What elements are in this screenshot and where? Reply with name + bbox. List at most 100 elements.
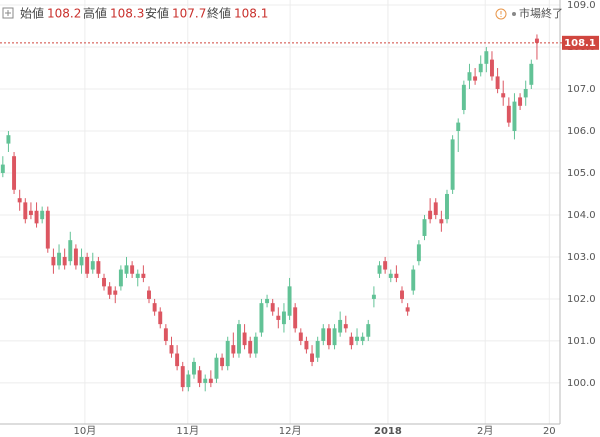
x-tick-label: 11月 — [176, 425, 199, 437]
last-price-box — [562, 35, 599, 50]
candle-body — [529, 63, 534, 85]
candle-body — [85, 256, 90, 274]
candle-body — [141, 273, 146, 278]
candle-body — [163, 328, 168, 341]
candle-body — [281, 311, 286, 325]
candle-body — [371, 294, 376, 299]
candle-body — [293, 307, 298, 329]
candle-body — [225, 340, 230, 367]
candle-body — [12, 156, 17, 190]
x-tick-label: 20 — [543, 426, 556, 437]
candle-body — [456, 122, 461, 131]
candles — [0, 34, 539, 392]
candle-body — [231, 345, 236, 354]
expand-icon[interactable] — [2, 7, 14, 19]
candle-body — [343, 324, 348, 329]
candle-body — [377, 265, 382, 274]
candle-body — [490, 59, 494, 77]
candle-body — [265, 298, 270, 304]
candle-body — [90, 261, 95, 270]
y-tick-label: 109.0 — [567, 0, 596, 11]
candle-body — [501, 93, 506, 98]
y-tick-label: 100.0 — [567, 378, 596, 389]
candle-body — [394, 273, 399, 278]
candle-body — [450, 139, 455, 190]
y-tick-label: 107.0 — [567, 84, 596, 95]
candle-body — [506, 105, 511, 123]
last-price-label: 108.1 — [564, 38, 596, 49]
candle-body — [6, 135, 11, 144]
candle-body — [45, 210, 50, 249]
candle-body — [242, 332, 247, 346]
close-label: 終値 — [207, 6, 231, 21]
candle-body — [518, 97, 523, 106]
candle-body — [62, 256, 67, 266]
candle-body — [23, 202, 28, 220]
candle-body — [422, 219, 427, 236]
candle-body — [192, 361, 196, 375]
candle-body — [220, 357, 225, 367]
y-tick-label: 106.0 — [567, 126, 596, 137]
candle-body — [428, 210, 433, 220]
y-tick-label: 104.0 — [567, 210, 596, 221]
high-label: 高値 — [83, 6, 107, 21]
candle-body — [152, 303, 157, 312]
candle-body — [405, 307, 410, 312]
candle-body — [169, 345, 174, 354]
low-label: 安値 — [145, 6, 169, 21]
candle-body — [175, 353, 180, 367]
candle-body — [355, 336, 359, 341]
candle-body — [467, 72, 472, 81]
candle-body — [147, 290, 151, 299]
candle-body — [400, 290, 404, 299]
candle-body — [534, 38, 539, 43]
y-tick-label: 102.0 — [567, 294, 596, 305]
candle-body — [259, 303, 264, 333]
candle-body — [411, 269, 416, 291]
candle-body — [484, 51, 489, 64]
candle-body — [130, 265, 135, 274]
candle-body — [197, 370, 202, 383]
y-tick-label: 101.0 — [567, 336, 596, 347]
open-value: 108.2 — [47, 7, 81, 21]
candle-body — [270, 303, 275, 312]
candle-body — [349, 336, 354, 346]
candle-body — [68, 240, 73, 262]
candle-body — [287, 286, 292, 316]
candle-body — [388, 273, 393, 278]
candle-body — [304, 340, 309, 350]
candle-body — [214, 357, 219, 379]
candle-body — [208, 378, 213, 383]
market-status: 市場終了 — [519, 6, 563, 20]
candle-body — [0, 164, 5, 173]
y-tick-label: 105.0 — [567, 168, 596, 179]
candle-body — [203, 378, 208, 383]
candle-body — [321, 328, 326, 341]
candle-body — [28, 210, 33, 215]
candle-body — [118, 269, 123, 287]
candle-body — [180, 366, 185, 388]
candle-body — [332, 328, 337, 346]
candle-body — [310, 353, 315, 362]
candle-body — [383, 261, 388, 270]
candle-body — [51, 256, 56, 266]
candle-body — [461, 84, 466, 111]
candle-body — [40, 210, 45, 220]
candle-body — [79, 256, 84, 266]
price-overlay: 108.1 — [0, 35, 599, 50]
x-tick-label: 12月 — [279, 425, 302, 437]
expand-icon-plus — [5, 10, 11, 16]
candle-body — [360, 336, 365, 341]
candle-body — [523, 89, 528, 98]
close-value: 108.1 — [234, 7, 268, 21]
candle-body — [439, 219, 444, 224]
candle-body — [445, 193, 449, 220]
candle-body — [315, 340, 320, 358]
candle-body — [73, 248, 78, 266]
candle-body — [512, 101, 517, 131]
candle-body — [338, 319, 343, 333]
candle-body — [276, 315, 281, 320]
candle-body — [253, 336, 258, 354]
